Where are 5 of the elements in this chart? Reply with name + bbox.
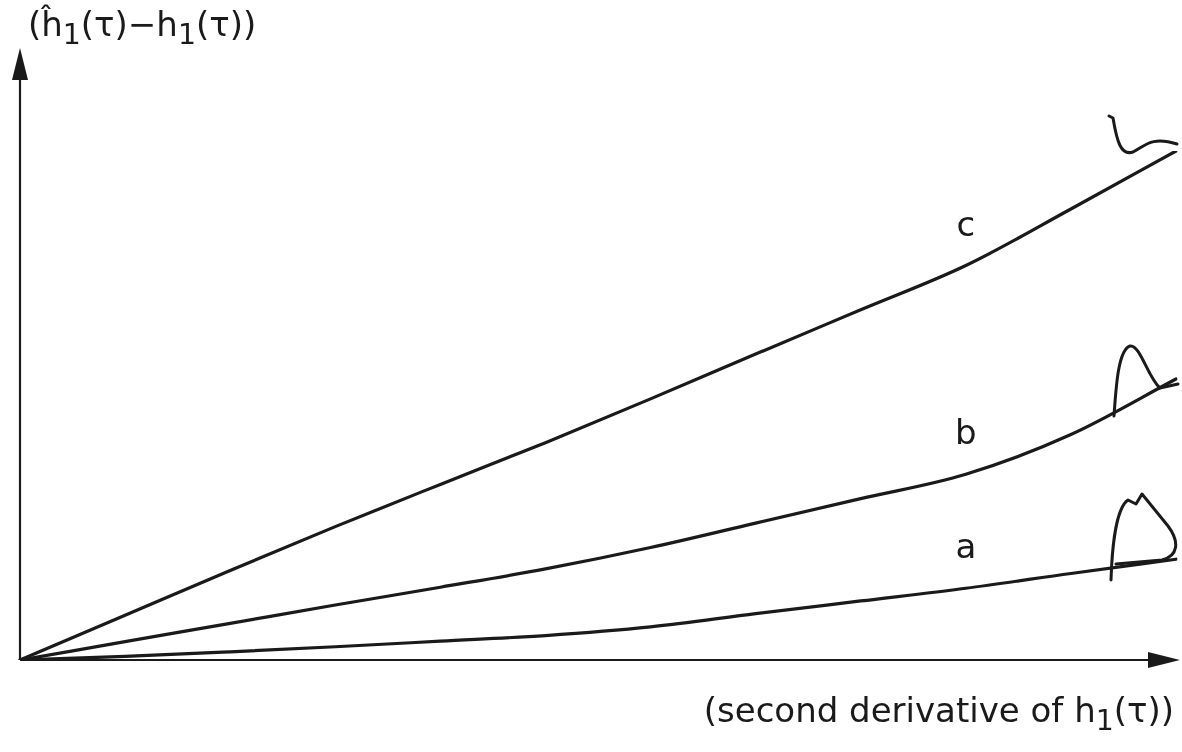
series-label: b	[955, 412, 977, 453]
y-axis-title: (ĥ$_{1}$(τ)−h$_{1}$(τ))	[28, 4, 257, 51]
series-label: c	[956, 203, 976, 244]
x-axis-title: (second derivative of h$_{1}$(τ))	[703, 690, 1174, 737]
series-label: a	[955, 526, 977, 567]
